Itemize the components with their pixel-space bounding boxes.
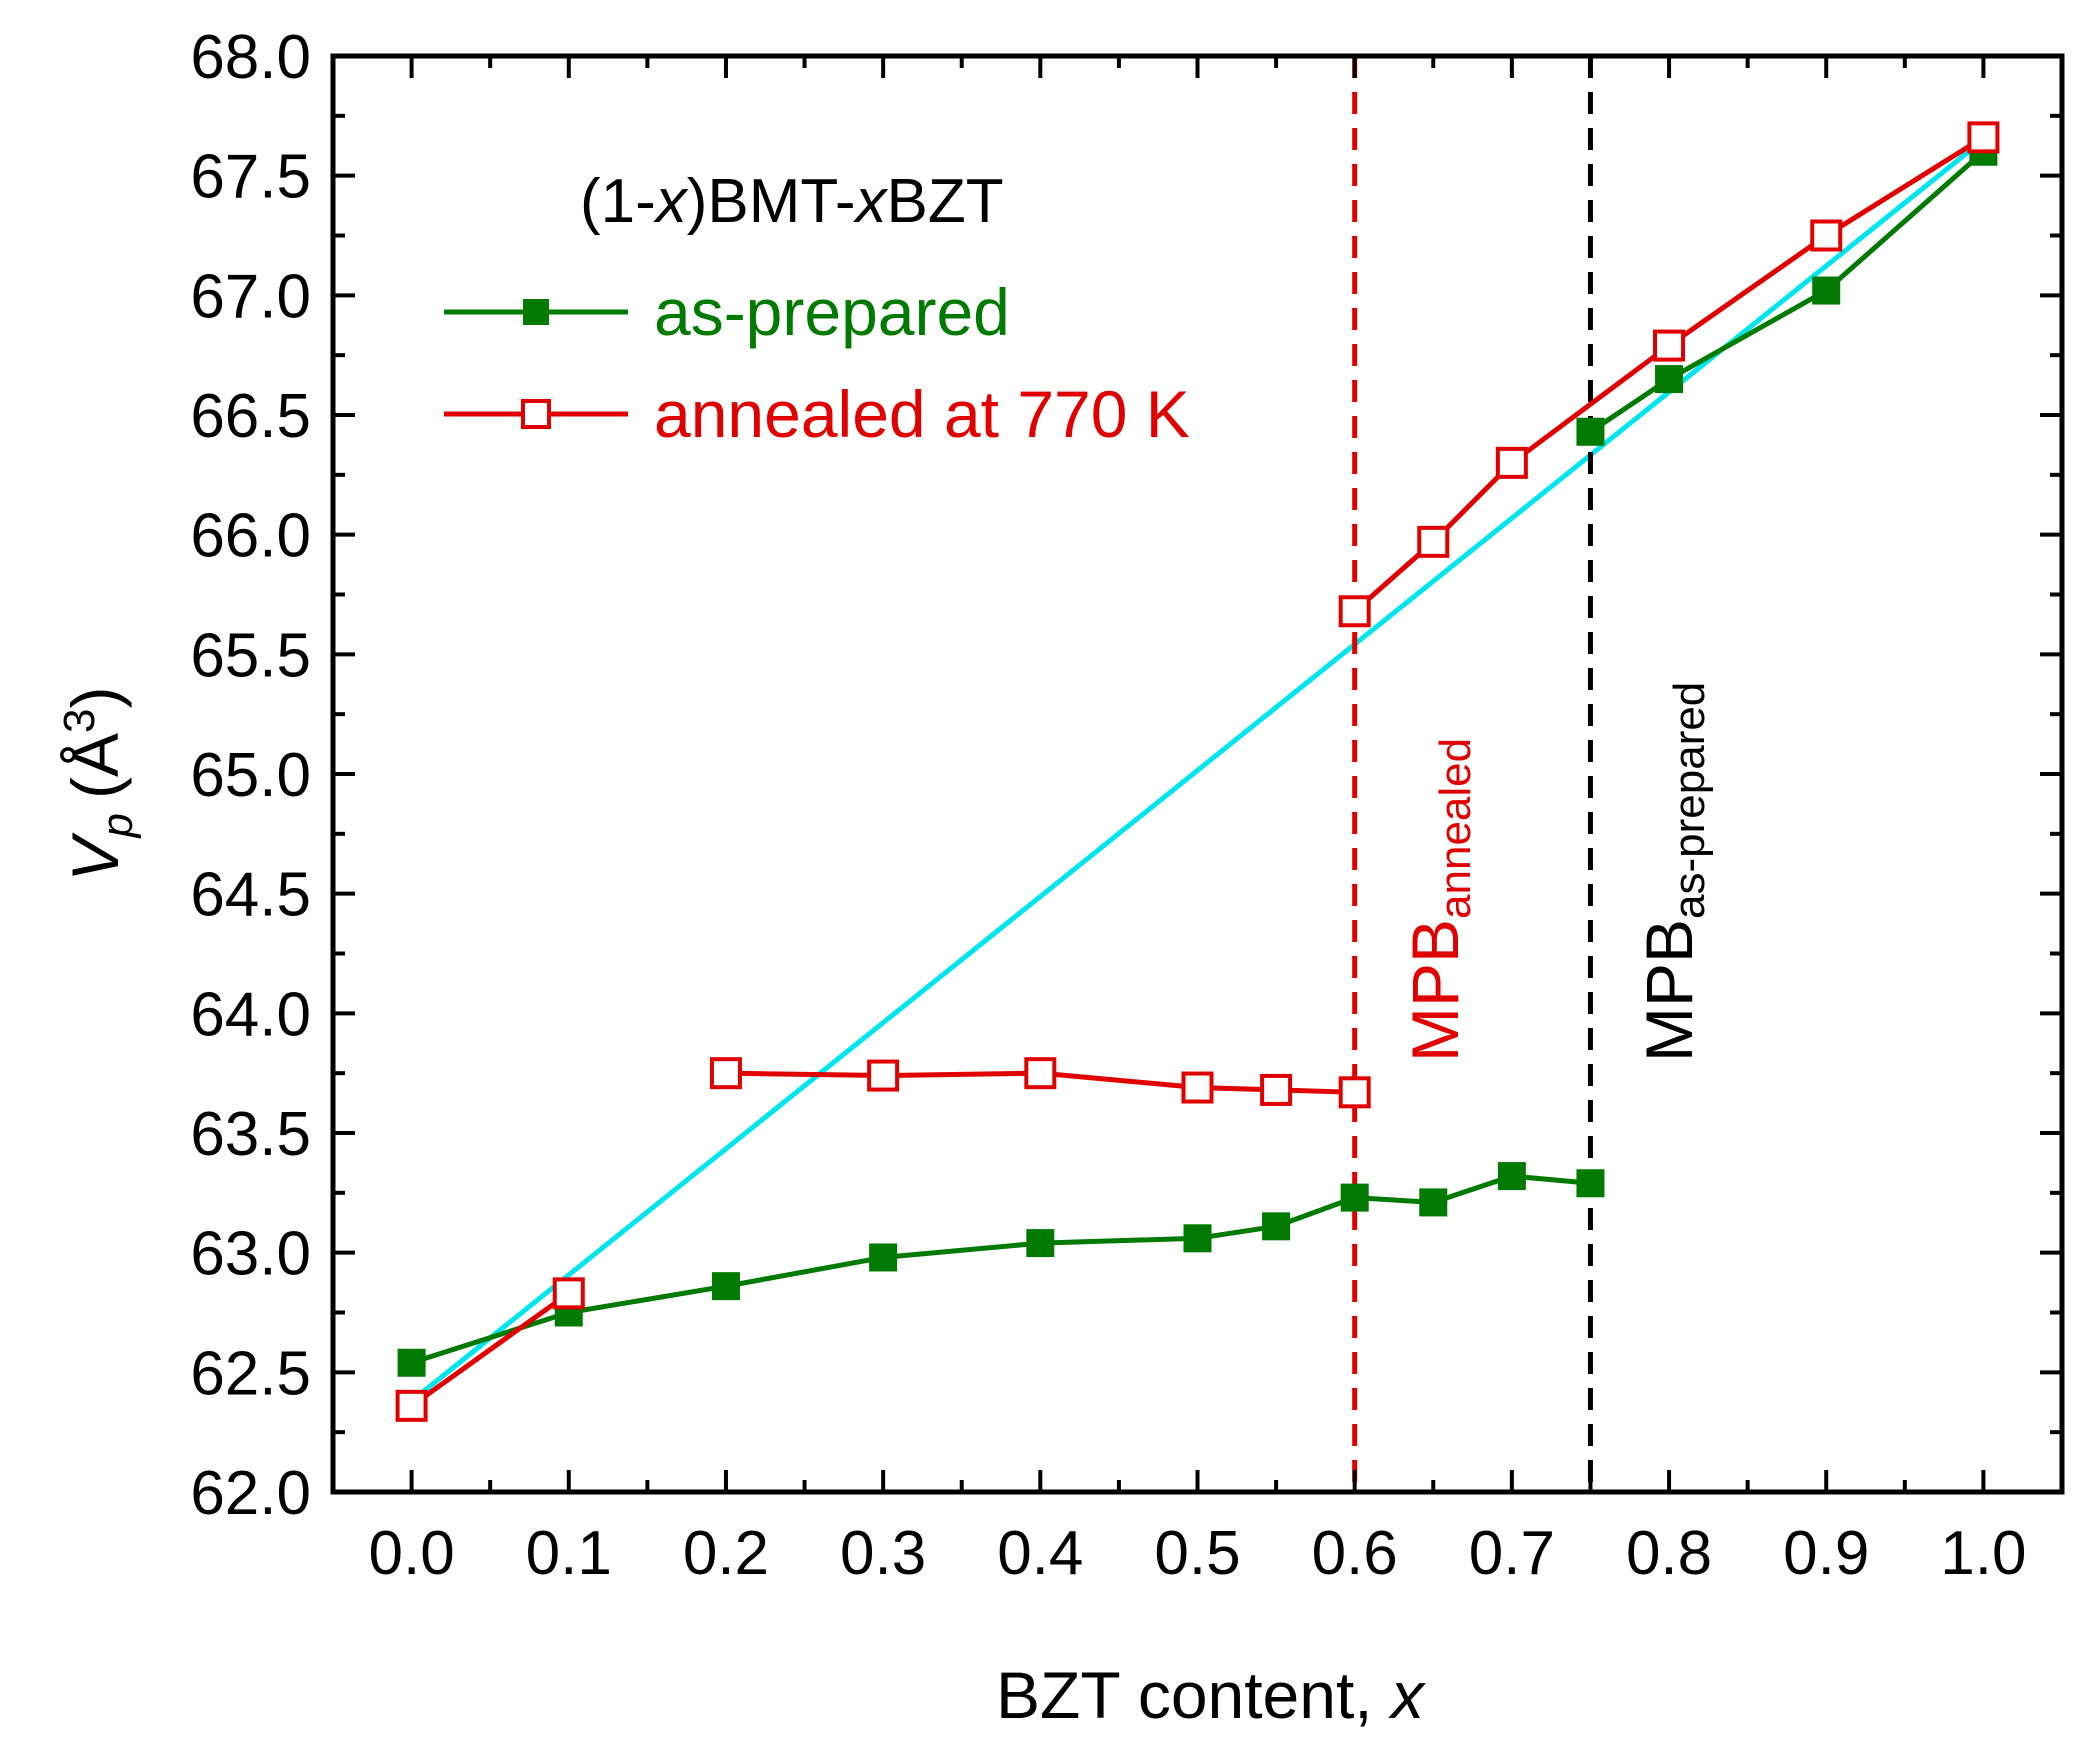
reference-line-layer: [410, 137, 1985, 1404]
legend-marker-as-prepared: [523, 299, 549, 325]
series-line-annealed: [410, 1291, 571, 1408]
data-point-annealed: [1810, 219, 1843, 252]
y-tick-label: 65.5: [190, 621, 311, 690]
legend-marker-annealed: [521, 399, 551, 429]
legend: as-prepared annealed at 770 K: [444, 275, 1190, 451]
x-tick-label: 0.5: [1154, 1519, 1240, 1588]
data-point-annealed: [1024, 1057, 1057, 1090]
x-axis-title: BZT content, x: [996, 1658, 1426, 1732]
y-axis-title: Vp(Å3): [55, 687, 142, 882]
data-point-as-prepared: [1026, 1229, 1055, 1258]
data-point-as-prepared: [1419, 1188, 1448, 1217]
data-point-as-prepared: [1812, 276, 1841, 305]
tick-labels: 0.0 0.1 0.2 0.3 0.4 0.5 0.6 0.7 0.8 0.9 1.0 62.0 62.…: [190, 23, 2026, 1588]
y-tick-label: 67.5: [190, 143, 311, 212]
series-line-as-prepared: [1589, 149, 1986, 434]
y-tick-label: 62.5: [190, 1339, 311, 1408]
x-tick-label: 1.0: [1940, 1519, 2026, 1588]
y-tick-label: 68.0: [190, 23, 311, 92]
x-tick-label: 0.6: [1312, 1519, 1398, 1588]
data-point-as-prepared: [1655, 365, 1684, 394]
data-point-as-prepared: [1576, 1169, 1605, 1198]
y-tick-label: 66.5: [190, 382, 311, 451]
data-point-annealed: [867, 1059, 900, 1092]
x-tick-label: 0.9: [1783, 1519, 1869, 1588]
x-tick-label: 0.0: [368, 1519, 454, 1588]
y-tick-label: 67.0: [190, 262, 311, 331]
legend-entry-annealed: annealed at 770 K: [444, 377, 1190, 451]
mpb-lines: [1352, 56, 1593, 1492]
data-point-annealed: [1260, 1073, 1293, 1106]
data-point-annealed: [1967, 121, 2000, 154]
data-point-annealed: [395, 1389, 428, 1422]
data-point-annealed: [1417, 525, 1450, 558]
data-point-as-prepared: [1576, 417, 1605, 446]
x-tick-label: 0.7: [1469, 1519, 1555, 1588]
mpb-annealed-label: MPBannealed: [1398, 738, 1480, 1062]
data-point-as-prepared: [1262, 1212, 1291, 1241]
y-tick-label: 65.0: [190, 741, 311, 810]
data-point-as-prepared: [869, 1243, 898, 1272]
plot-frame: [330, 53, 2065, 1495]
axis-ticks: [333, 54, 2062, 1494]
data-point-annealed: [1338, 595, 1371, 628]
series-layer: [395, 121, 2000, 1422]
series-annealed: [395, 121, 2000, 1422]
data-point-as-prepared: [1340, 1183, 1369, 1212]
data-point-annealed: [1181, 1071, 1214, 1104]
y-tick-label: 63.0: [190, 1220, 311, 1289]
x-tick-label: 0.1: [526, 1519, 612, 1588]
y-tick-label: 64.0: [190, 980, 311, 1049]
x-tick-label: 0.3: [840, 1519, 926, 1588]
y-tick-label: 63.5: [190, 1100, 311, 1169]
y-tick-label: 66.0: [190, 502, 311, 571]
data-point-as-prepared: [397, 1348, 426, 1377]
legend-entry-as-prepared: as-prepared: [444, 275, 1010, 349]
legend-label-annealed: annealed at 770 K: [654, 377, 1190, 451]
data-point-annealed: [552, 1277, 585, 1310]
x-tick-label: 0.2: [683, 1519, 769, 1588]
plot-title: (1-x)BMT-xBZT: [580, 167, 1004, 236]
x-tick-label: 0.4: [997, 1519, 1083, 1588]
reference-line: [410, 137, 1985, 1404]
series-as-prepared: [397, 137, 1998, 1377]
y-tick-label: 64.5: [190, 861, 311, 930]
y-tick-label: 62.0: [190, 1459, 311, 1528]
data-point-as-prepared: [711, 1272, 740, 1301]
data-point-annealed: [709, 1057, 742, 1090]
data-point-as-prepared: [1497, 1162, 1526, 1191]
x-tick-label: 0.8: [1626, 1519, 1712, 1588]
mpb-as-prepared-label: MPBas-prepared: [1632, 682, 1714, 1062]
series-line-as-prepared: [410, 1173, 1591, 1366]
data-point-annealed: [1338, 1076, 1371, 1109]
data-point-annealed: [1495, 446, 1528, 479]
data-point-annealed: [1653, 329, 1686, 362]
plot-area: [395, 56, 2000, 1492]
legend-label-as-prepared: as-prepared: [654, 275, 1010, 349]
data-point-as-prepared: [1183, 1224, 1212, 1253]
